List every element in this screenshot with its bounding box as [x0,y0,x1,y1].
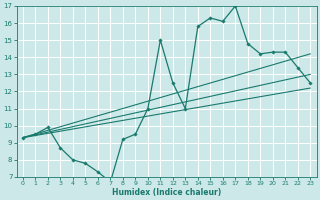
X-axis label: Humidex (Indice chaleur): Humidex (Indice chaleur) [112,188,221,197]
